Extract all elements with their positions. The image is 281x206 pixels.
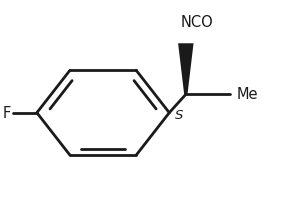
Polygon shape <box>178 44 194 95</box>
Text: NCO: NCO <box>180 15 213 30</box>
Text: S: S <box>175 108 183 121</box>
Text: Me: Me <box>237 86 258 101</box>
Text: F: F <box>3 106 11 121</box>
